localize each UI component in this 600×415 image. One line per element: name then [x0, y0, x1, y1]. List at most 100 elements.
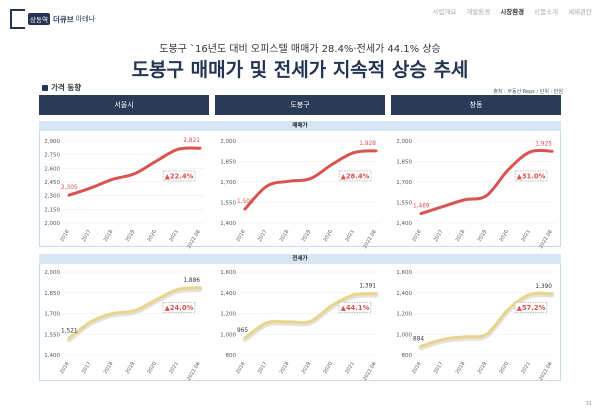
brand-logo[interactable]: 상동역 더큐브 아테나 [10, 9, 95, 29]
start-value-label: 1,521 [61, 328, 78, 334]
change-badge-box [162, 170, 196, 182]
end-value-label: 1,928 [359, 141, 376, 147]
change-badge: ▲44.1% [341, 304, 370, 312]
y-tick-label: 1,700 [396, 180, 412, 186]
start-value-label: 2,305 [61, 185, 78, 191]
y-tick-label: 1,400 [220, 221, 236, 227]
series-line [243, 149, 378, 211]
change-badge: ▲57.2% [517, 304, 546, 312]
nav-item-market[interactable]: 시장환경 [500, 8, 525, 16]
y-tick-label: 1,400 [220, 291, 236, 297]
row-header-sale: 매매가 [39, 121, 561, 131]
column-header-seoul: 서울시 [39, 95, 209, 115]
x-tick-label: 2016 [235, 361, 247, 375]
y-tick-label: 2,000 [396, 139, 412, 145]
series-line [419, 148, 554, 216]
page-title: 도봉구 매매가 및 전세가 지속적 상승 추세 [131, 59, 469, 81]
start-value-label: 965 [237, 328, 248, 334]
x-tick-label: 2018 [279, 361, 291, 375]
nav-item-development[interactable]: 개발환경 [466, 8, 491, 16]
y-tick-label: 2,450 [44, 180, 60, 186]
column-header-dobong: 도봉구 [215, 95, 385, 115]
y-tick-label: 1,000 [396, 332, 412, 338]
x-tick-label: 2020 [147, 361, 159, 375]
x-tick-label: 2017 [433, 229, 445, 243]
nav-item-product[interactable]: 상품소개 [534, 8, 559, 16]
x-tick-label: 2016 [59, 361, 71, 375]
nav-item-overview[interactable]: 사업개요 [432, 8, 457, 16]
x-tick-label: 2017 [257, 361, 269, 375]
start-value-label: 1,502 [237, 199, 254, 205]
x-tick-label: 2017 [81, 229, 93, 243]
x-tick-label: 2022.06 [538, 361, 554, 382]
y-tick-label: 1,550 [220, 201, 236, 207]
y-tick-label: 1,600 [220, 270, 236, 276]
section-label-text: 가격 동향 [51, 83, 82, 92]
series-line [67, 286, 202, 340]
x-tick-label: 2020 [147, 229, 159, 243]
y-tick-label: 1,400 [396, 221, 412, 227]
series-line [243, 292, 378, 340]
x-tick-label: 2017 [257, 229, 269, 243]
change-badge: ▲28.4% [341, 172, 370, 180]
x-tick-label: 2017 [81, 361, 93, 375]
logo-bracket [10, 9, 25, 29]
x-tick-label: 2019 [477, 361, 489, 375]
x-tick-label: 2021 [344, 229, 356, 243]
x-tick-label: 2020 [323, 229, 335, 243]
x-tick-label: 2022.06 [186, 229, 202, 250]
change-badge: ▲31.0% [517, 172, 546, 180]
x-tick-label: 2022.06 [362, 361, 378, 382]
x-tick-label: 2019 [301, 229, 313, 243]
y-tick-label: 2,000 [220, 139, 236, 145]
y-tick-label: 1,700 [220, 180, 236, 186]
y-tick-label: 2,750 [44, 153, 60, 159]
x-tick-label: 2020 [323, 361, 335, 375]
change-badge-box [514, 302, 548, 313]
x-tick-label: 2021 [520, 229, 532, 243]
y-tick-label: 1,700 [44, 312, 60, 318]
x-tick-label: 2022.06 [362, 229, 378, 250]
x-tick-label: 2018 [103, 361, 115, 375]
x-tick-label: 2018 [455, 229, 467, 243]
x-tick-label: 2018 [279, 229, 291, 243]
end-value-label: 2,821 [183, 138, 200, 144]
y-tick-label: 1,850 [396, 160, 412, 166]
y-tick-label: 2,000 [44, 270, 60, 276]
series-line-shadow [242, 292, 379, 342]
x-tick-label: 2018 [103, 229, 115, 243]
x-tick-label: 2019 [477, 229, 489, 243]
y-tick-label: 1,850 [220, 160, 236, 166]
change-badge-box [338, 170, 372, 182]
logo-sub-text: 아테나 [75, 15, 95, 23]
change-badge-box [338, 302, 372, 313]
x-tick-label: 2021 [520, 361, 532, 375]
x-tick-label: 2022.06 [186, 361, 202, 382]
logo-badge: 상동역 [28, 13, 50, 25]
change-badge: ▲24.0% [165, 304, 194, 312]
x-tick-label: 2019 [125, 361, 137, 375]
change-badge-box [514, 170, 548, 182]
x-tick-label: 2021 [168, 229, 180, 243]
x-tick-label: 2017 [433, 361, 445, 375]
nav-item-tax[interactable]: 세제관련 [568, 8, 592, 16]
page-number: 31 [585, 401, 592, 407]
start-value-label: 884 [413, 336, 424, 342]
series-line-shadow [66, 286, 203, 343]
page-subtitle: 도봉구 `16년도 대비 오피스텔 매매가 28.4%·전세가 44.1% 상승 [159, 44, 441, 55]
x-tick-label: 2020 [499, 361, 511, 375]
x-tick-label: 2016 [235, 229, 247, 243]
y-tick-label: 1,400 [44, 353, 60, 359]
x-tick-label: 2018 [455, 361, 467, 375]
logo-main-text: 더큐브 [52, 14, 74, 24]
source-note: 출처 : 부동산 Reps / 단위 : 만원 [493, 89, 563, 95]
y-tick-label: 1,550 [396, 201, 412, 207]
change-badge-box [162, 302, 196, 313]
x-tick-label: 2022.06 [538, 229, 554, 250]
square-bullet-icon [42, 84, 48, 91]
x-tick-label: 2016 [411, 361, 423, 375]
series-line [419, 291, 554, 348]
x-tick-label: 2019 [301, 361, 313, 375]
y-tick-label: 2,900 [44, 139, 60, 145]
